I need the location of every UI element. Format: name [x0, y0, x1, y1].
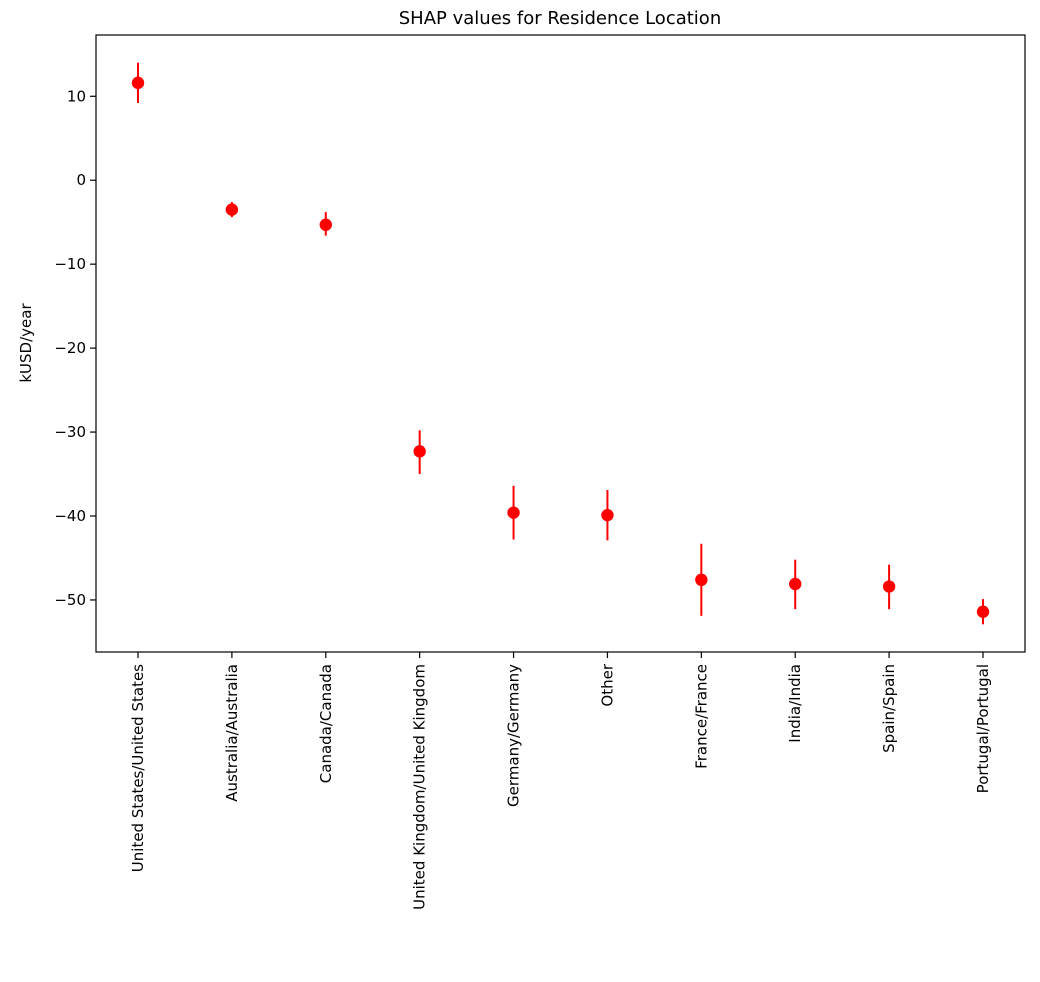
data-point: [601, 508, 614, 522]
data-point: [225, 203, 239, 216]
data-point: [507, 506, 520, 519]
x-tick-label: India/India: [786, 664, 804, 743]
x-tick-label: Canada/Canada: [317, 664, 335, 783]
chart-title: SHAP values for Residence Location: [399, 8, 721, 29]
data-point: [882, 580, 896, 593]
x-tick-label: Germany/Germany: [505, 664, 523, 807]
data-point: [695, 573, 708, 587]
x-tick-label: Australia/Australia: [223, 664, 241, 802]
data-point: [976, 605, 990, 618]
x-tick-label: Spain/Spain: [880, 664, 898, 753]
data-point: [413, 445, 426, 458]
x-tick-label: France/France: [692, 664, 710, 769]
x-tick-label: Portugal/Portugal: [974, 664, 992, 793]
data-marks: [131, 62, 990, 625]
data-point: [789, 577, 802, 591]
plot-area: [95, 34, 1026, 653]
y-tick-label: −10: [54, 255, 86, 273]
x-tick-label: United Kingdom/United Kingdom: [411, 664, 429, 910]
y-tick-label: −50: [54, 591, 86, 609]
x-axis-ticks: United States/United States Australia/Aus…: [129, 652, 992, 910]
y-tick-label: −30: [54, 423, 86, 441]
y-tick-label: −20: [54, 339, 86, 357]
data-point: [319, 218, 332, 231]
y-tick-label: −40: [54, 507, 86, 525]
y-axis-ticks: 10 0 −10 −20 −30 −40 −50: [54, 87, 96, 609]
y-axis-label: kUSD/year: [17, 303, 35, 383]
data-point: [131, 76, 145, 90]
y-tick-label: 10: [67, 87, 86, 105]
x-tick-label: Other: [598, 663, 616, 706]
x-tick-label: United States/United States: [129, 664, 147, 872]
y-tick-label: 0: [76, 171, 86, 189]
